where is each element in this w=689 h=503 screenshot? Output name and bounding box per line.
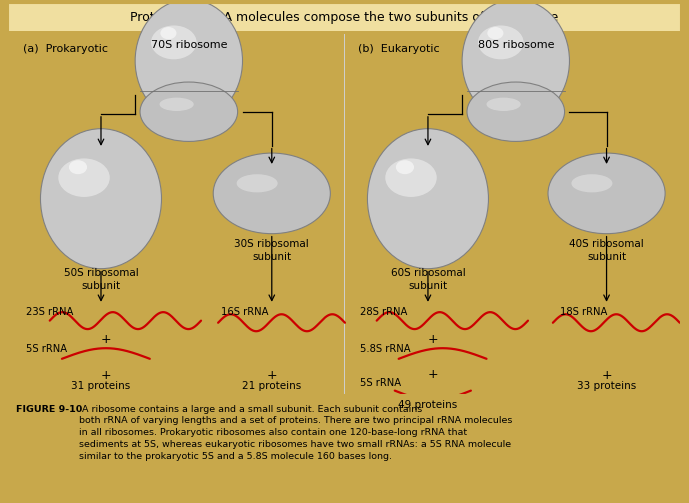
Ellipse shape <box>467 82 564 141</box>
Ellipse shape <box>213 153 330 234</box>
Text: 33 proteins: 33 proteins <box>577 381 636 391</box>
Text: 30S ribosomal
subunit: 30S ribosomal subunit <box>234 239 309 262</box>
Ellipse shape <box>396 160 414 174</box>
Text: (b)  Eukaryotic: (b) Eukaryotic <box>358 44 440 54</box>
Ellipse shape <box>59 158 110 197</box>
Text: +: + <box>267 369 277 382</box>
Text: 60S ribosomal
subunit: 60S ribosomal subunit <box>391 268 465 291</box>
Ellipse shape <box>161 27 176 39</box>
Ellipse shape <box>385 158 437 197</box>
Text: 18S rRNA: 18S rRNA <box>559 307 607 317</box>
Text: +: + <box>601 369 612 382</box>
Ellipse shape <box>41 129 161 269</box>
Text: A ribosome contains a large and a small subunit. Each subunit contains
both rRNA: A ribosome contains a large and a small … <box>79 404 512 461</box>
Ellipse shape <box>462 0 570 122</box>
Ellipse shape <box>69 160 87 174</box>
Text: 5S rRNA: 5S rRNA <box>360 378 401 388</box>
Text: FIGURE 9-10: FIGURE 9-10 <box>17 404 83 413</box>
Ellipse shape <box>548 153 665 234</box>
Bar <box>8 3 681 31</box>
Text: 21 proteins: 21 proteins <box>242 381 301 391</box>
Ellipse shape <box>487 27 504 39</box>
Text: Protein and RNA molecules compose the two subunits of a ribosome: Protein and RNA molecules compose the tw… <box>130 11 558 24</box>
Text: 31 proteins: 31 proteins <box>72 381 131 391</box>
Text: (a)  Prokaryotic: (a) Prokaryotic <box>23 44 108 54</box>
Ellipse shape <box>571 174 613 192</box>
Ellipse shape <box>486 98 521 111</box>
Text: 50S ribosomal
subunit: 50S ribosomal subunit <box>63 268 138 291</box>
Text: 23S rRNA: 23S rRNA <box>25 307 73 317</box>
Ellipse shape <box>160 98 194 111</box>
Text: +: + <box>427 368 438 381</box>
Ellipse shape <box>140 82 238 141</box>
Text: 80S ribosome: 80S ribosome <box>477 40 554 50</box>
Ellipse shape <box>478 26 524 59</box>
Ellipse shape <box>135 0 243 122</box>
Ellipse shape <box>367 129 489 269</box>
Text: 5S rRNA: 5S rRNA <box>25 344 67 354</box>
Text: 70S ribosome: 70S ribosome <box>151 40 227 50</box>
Text: +: + <box>101 333 111 346</box>
Text: +: + <box>101 369 111 382</box>
Text: +: + <box>427 333 438 346</box>
Text: 5.8S rRNA: 5.8S rRNA <box>360 344 410 354</box>
Ellipse shape <box>151 26 196 59</box>
Text: 40S ribosomal
subunit: 40S ribosomal subunit <box>569 239 644 262</box>
Text: 28S rRNA: 28S rRNA <box>360 307 407 317</box>
Text: 49 proteins: 49 proteins <box>398 400 457 410</box>
Ellipse shape <box>236 174 278 192</box>
Text: 16S rRNA: 16S rRNA <box>221 307 269 317</box>
